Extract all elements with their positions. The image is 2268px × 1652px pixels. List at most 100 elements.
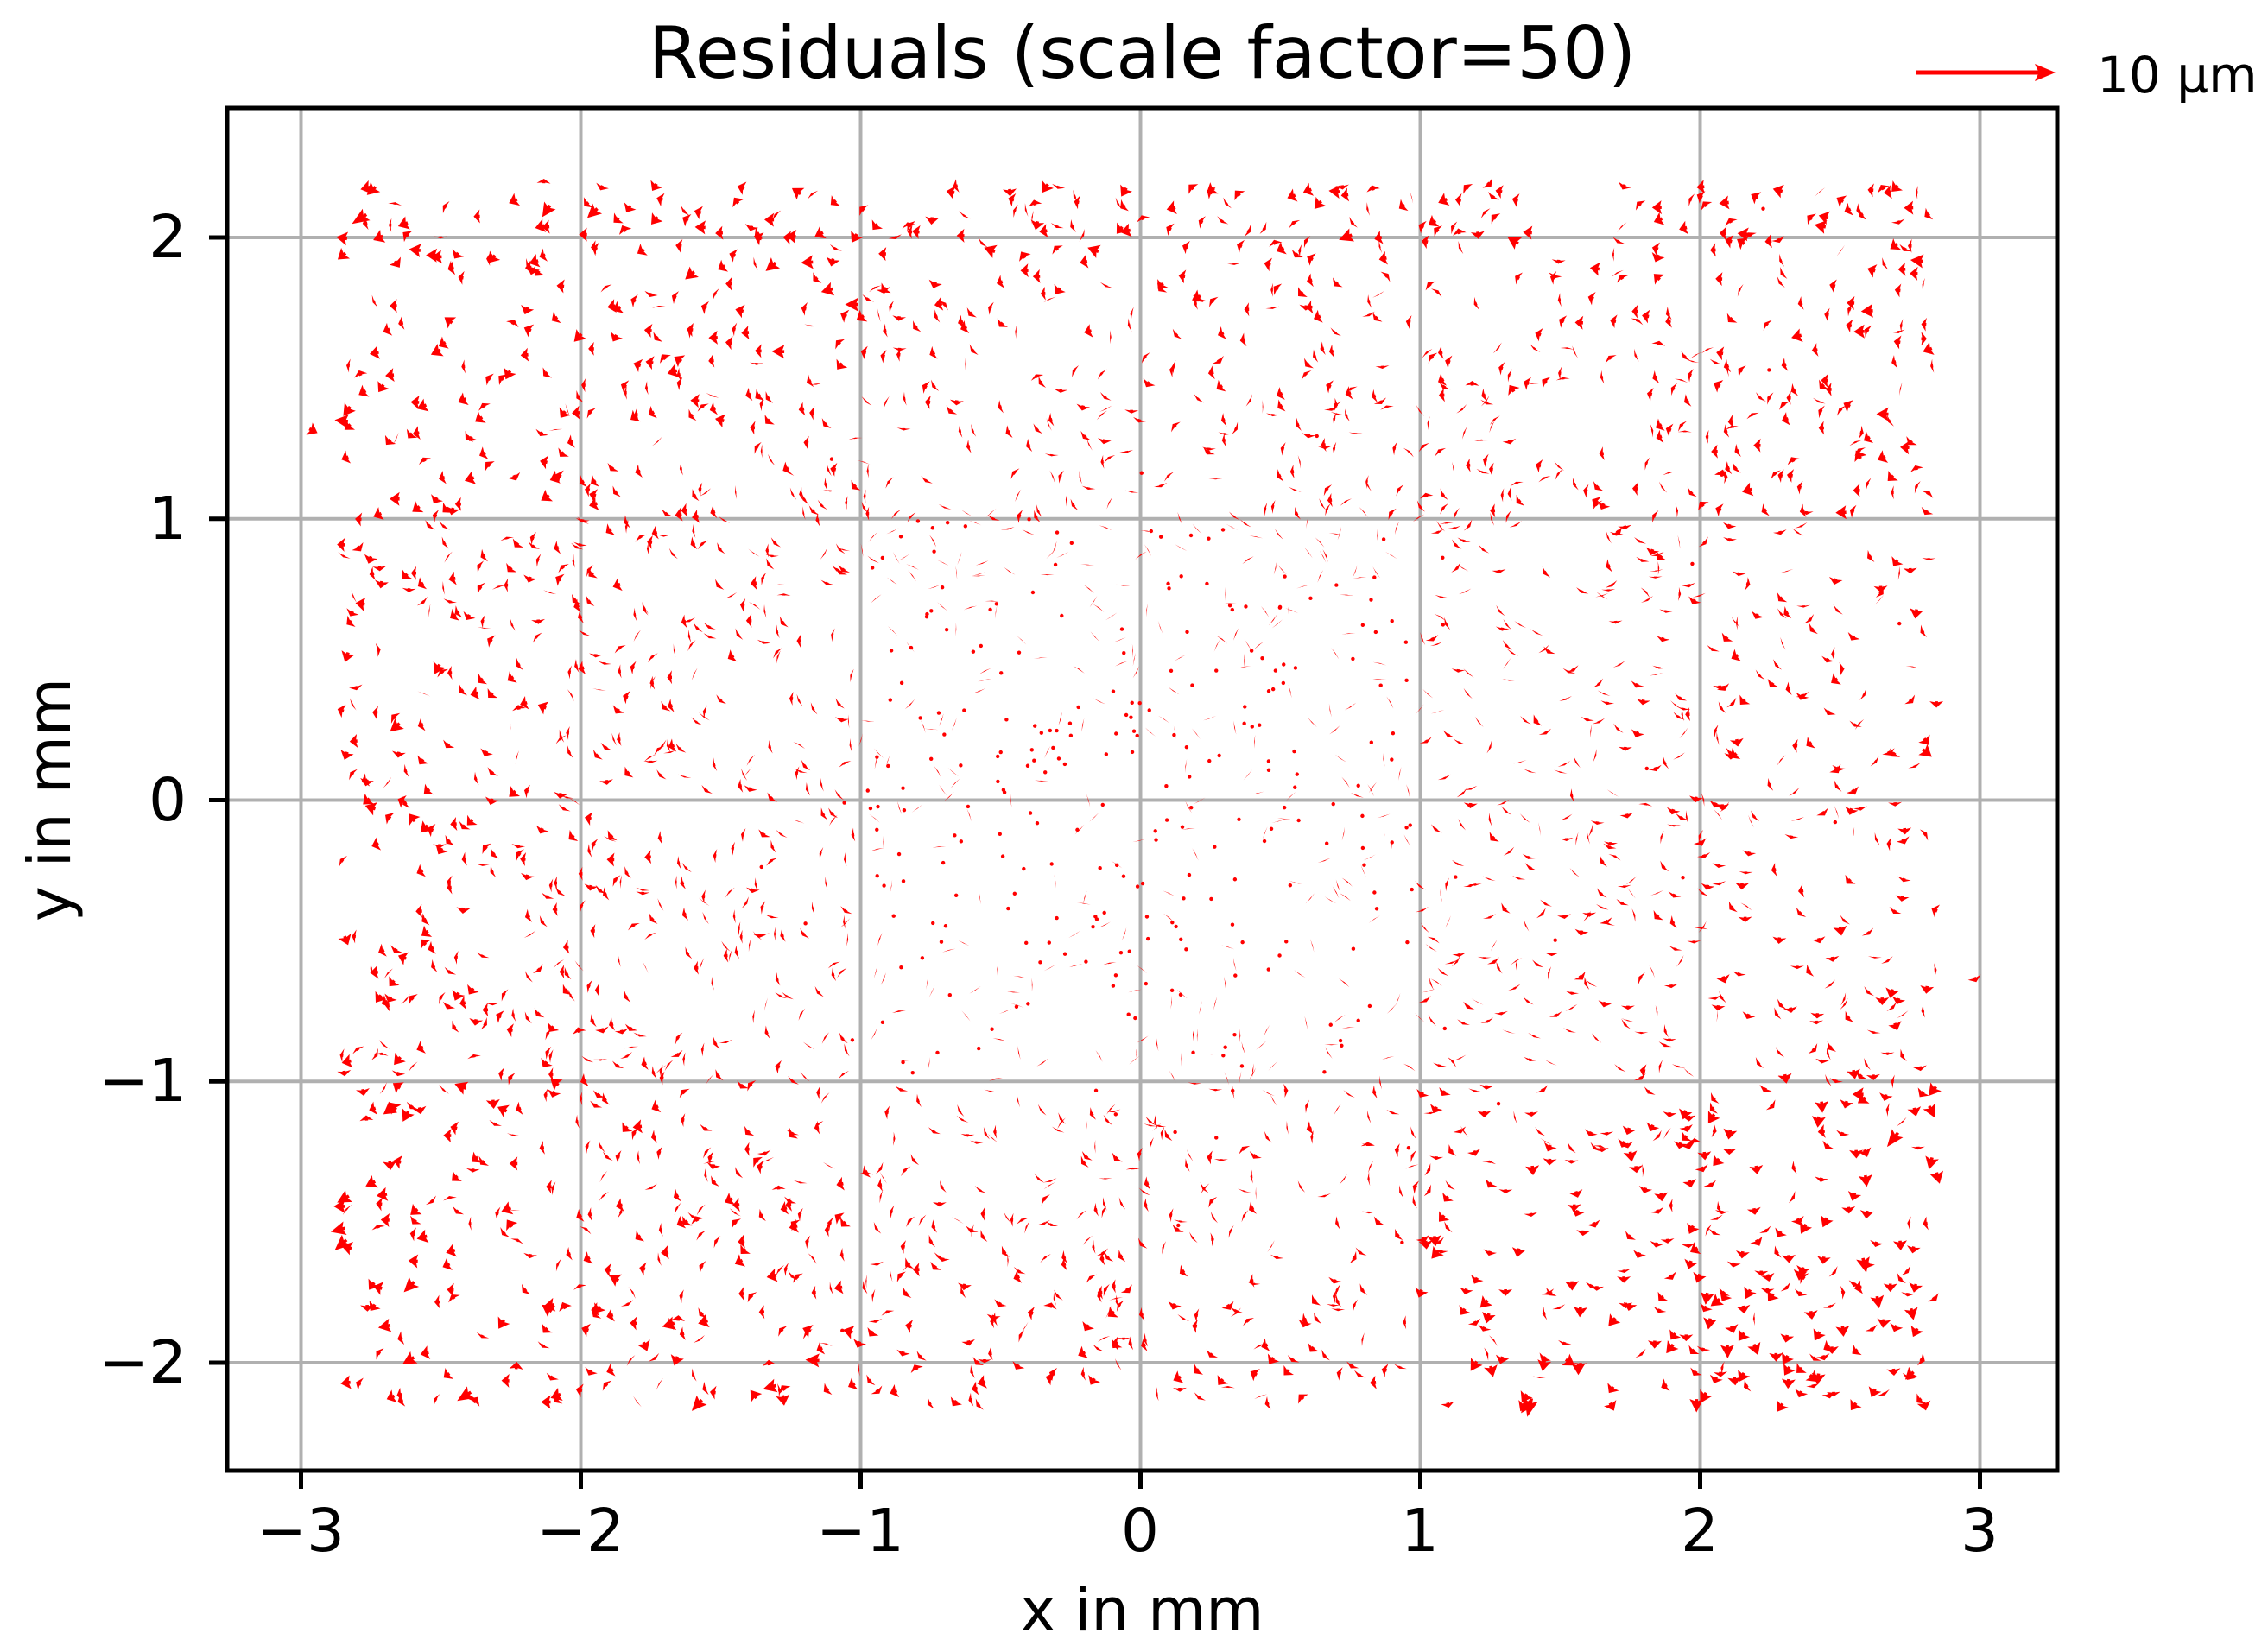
- residual-arrow: [600, 284, 612, 293]
- residual-arrow: [1203, 446, 1215, 455]
- residual-arrow: [1701, 793, 1705, 807]
- residual-arrow: [466, 814, 478, 826]
- residual-arrow: [807, 190, 819, 199]
- residual-arrow: [911, 804, 923, 813]
- residual-arrow: [1893, 1240, 1907, 1250]
- residual-arrow: [1073, 666, 1085, 674]
- residual-arrow: [489, 1120, 502, 1126]
- residual-arrow: [447, 880, 453, 895]
- residual-arrow: [768, 453, 776, 466]
- residual-arrow: [1732, 571, 1746, 577]
- residual-arrow: [1074, 824, 1085, 835]
- residual-arrow: [1098, 921, 1111, 928]
- residual-arrow: [431, 959, 438, 972]
- residual-arrow: [1267, 1353, 1280, 1364]
- residual-arrow: [1480, 208, 1491, 219]
- residual-arrow: [1904, 200, 1914, 215]
- residual-arrow: [1463, 519, 1473, 531]
- residual-arrow: [1137, 1148, 1143, 1161]
- residual-arrow: [1591, 1033, 1602, 1043]
- residual-arrow: [1496, 1101, 1501, 1106]
- residual-arrow: [473, 209, 480, 224]
- residual-arrow: [487, 635, 496, 648]
- residual-arrow: [1452, 953, 1467, 957]
- residual-arrow: [573, 1027, 586, 1035]
- residual-arrow: [541, 892, 554, 899]
- residual-arrow: [1565, 991, 1580, 995]
- residual-arrow: [682, 1052, 686, 1067]
- residual-arrow: [1124, 490, 1139, 493]
- residual-arrow: [1086, 1120, 1088, 1135]
- residual-arrow: [1852, 1344, 1862, 1356]
- residual-arrow: [828, 807, 839, 819]
- residual-arrow: [1669, 1199, 1673, 1212]
- residual-arrow: [959, 211, 971, 219]
- residual-arrow: [718, 259, 729, 272]
- residual-arrow: [1266, 768, 1271, 772]
- residual-arrow: [888, 234, 902, 240]
- residual-arrow: [450, 608, 459, 621]
- residual-arrow: [916, 1093, 922, 1108]
- residual-arrow: [1121, 874, 1126, 878]
- residual-arrow: [1738, 916, 1752, 922]
- residual-arrow: [1127, 318, 1132, 332]
- residual-arrow: [1372, 290, 1384, 298]
- residual-arrow: [443, 1195, 457, 1201]
- residual-arrow: [1642, 309, 1650, 324]
- residual-arrow: [1861, 927, 1874, 936]
- residual-arrow: [1193, 294, 1206, 302]
- residual-arrow: [1120, 199, 1129, 212]
- residual-arrow: [1611, 526, 1623, 535]
- residual-arrow: [1622, 1125, 1636, 1136]
- residual-arrow: [951, 1217, 964, 1225]
- residual-arrow: [548, 1067, 554, 1082]
- residual-arrow: [972, 572, 986, 576]
- residual-arrow: [1899, 319, 1904, 333]
- residual-arrow: [1904, 1307, 1918, 1320]
- residual-arrow: [717, 542, 725, 554]
- residual-arrow: [409, 244, 421, 258]
- residual-arrow: [1403, 834, 1411, 847]
- residual-arrow: [974, 1185, 987, 1193]
- residual-arrow: [879, 1171, 887, 1184]
- residual-arrow: [1298, 1394, 1308, 1404]
- residual-arrow: [869, 285, 882, 293]
- residual-arrow: [1659, 609, 1674, 613]
- residual-arrow: [656, 769, 667, 780]
- residual-arrow: [756, 933, 770, 935]
- residual-arrow: [1249, 1201, 1257, 1214]
- residual-arrow: [983, 1127, 990, 1140]
- residual-arrow: [1445, 1180, 1455, 1191]
- residual-arrow: [1244, 639, 1252, 652]
- residual-arrow: [444, 551, 453, 563]
- residual-arrow: [1683, 1067, 1695, 1077]
- residual-arrow: [371, 1225, 385, 1231]
- residual-arrow: [1156, 1037, 1159, 1052]
- residual-arrow: [1724, 470, 1728, 484]
- residual-arrow: [810, 702, 818, 715]
- residual-arrow: [1683, 394, 1692, 407]
- residual-arrow: [567, 434, 575, 448]
- residual-arrow: [1074, 195, 1080, 210]
- residual-arrow: [1767, 392, 1774, 405]
- residual-arrow: [729, 249, 738, 263]
- residual-arrow: [1222, 603, 1237, 604]
- residual-arrow: [1914, 480, 1921, 494]
- residual-arrow: [1270, 282, 1274, 297]
- residual-arrow: [1651, 252, 1665, 263]
- residual-arrow: [1574, 928, 1589, 936]
- residual-arrow: [1785, 681, 1792, 696]
- residual-arrow: [1524, 1056, 1537, 1062]
- residual-arrow: [1205, 581, 1209, 586]
- residual-arrow: [741, 768, 748, 782]
- residual-arrow: [834, 789, 845, 801]
- residual-arrow: [1752, 611, 1764, 619]
- residual-arrow: [978, 679, 991, 682]
- residual-arrow: [1620, 1005, 1635, 1010]
- residual-arrow: [878, 247, 887, 262]
- residual-arrow: [651, 436, 662, 446]
- residual-arrow: [994, 602, 999, 606]
- residual-arrow: [839, 1247, 845, 1262]
- residual-arrow: [1084, 324, 1093, 338]
- residual-arrow: [1223, 1045, 1227, 1049]
